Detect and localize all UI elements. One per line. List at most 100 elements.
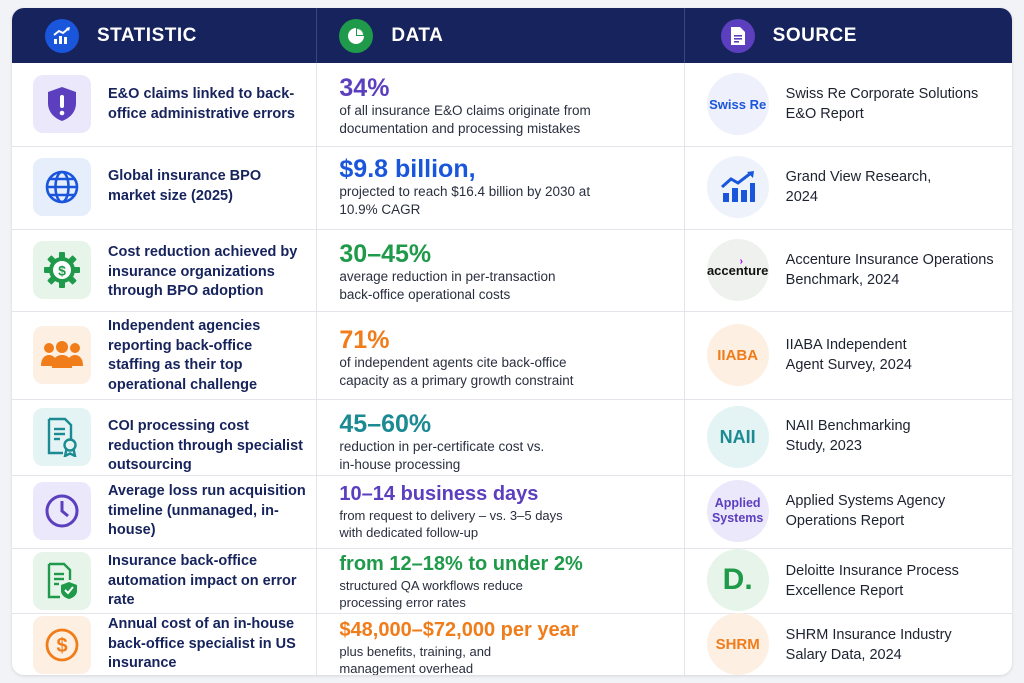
statistic-label: Independent agencies reporting back-offi… bbox=[108, 318, 261, 393]
header-source: SOURCE bbox=[685, 8, 1012, 63]
source-logo-accenture: accenture › bbox=[706, 239, 769, 301]
header-data-label: DATA bbox=[391, 24, 444, 46]
team-icon bbox=[33, 326, 91, 384]
certificate-icon bbox=[33, 408, 91, 466]
data-cell: $9.8 billion, projected to reach $16.4 b… bbox=[317, 146, 685, 229]
statistic-cell: Global insurance BPO market size (2025) bbox=[12, 146, 318, 229]
source-label: Applied Systems Agency Operations Report bbox=[785, 493, 946, 529]
statistic-cell: $ Cost reduction achieved by insurance o… bbox=[12, 229, 318, 311]
data-description: reduction in per-certificate cost vs. in… bbox=[339, 439, 545, 472]
clock-icon bbox=[33, 482, 91, 540]
statistic-cell: Insurance back-office automation impact … bbox=[12, 548, 318, 613]
data-cell: $48,000–$72,000 per year plus benefits, … bbox=[317, 613, 685, 675]
data-cell: from 12–18% to under 2% structured QA wo… bbox=[317, 548, 685, 613]
table-row: E&O claims linked to back-office adminis… bbox=[12, 63, 1012, 147]
table-row: $ Annual cost of an in-house back-office… bbox=[12, 613, 1012, 675]
source-label: Accenture Insurance Operations Benchmark… bbox=[785, 252, 994, 288]
data-value: 45–60% bbox=[339, 410, 432, 438]
svg-text:$: $ bbox=[58, 263, 66, 279]
data-cell: 45–60% reduction in per-certificate cost… bbox=[317, 399, 685, 475]
source-cell: SHRM SHRM Insurance Industry Salary Data… bbox=[685, 613, 1012, 675]
statistic-label: Cost reduction achieved by insurance org… bbox=[108, 244, 298, 299]
data-description: of all insurance E&O claims originate fr… bbox=[339, 103, 591, 136]
statistics-table: STATISTIC DATA SOURCE E&O claims linked … bbox=[12, 8, 1012, 675]
statistic-cell: Independent agencies reporting back-offi… bbox=[12, 311, 318, 399]
statistic-cell: COI processing cost reduction through sp… bbox=[12, 399, 318, 475]
data-value: 71% bbox=[339, 326, 390, 354]
statistic-label: Insurance back-office automation impact … bbox=[108, 553, 297, 608]
source-label: SHRM Insurance Industry Salary Data, 202… bbox=[785, 627, 952, 663]
document-check-icon bbox=[33, 552, 91, 610]
data-description: plus benefits, training, and management … bbox=[339, 644, 492, 675]
accenture-mark-icon: › bbox=[739, 256, 743, 267]
source-cell: Grand View Research, 2024 bbox=[685, 146, 1012, 229]
statistic-cell: $ Annual cost of an in-house back-office… bbox=[12, 613, 318, 675]
statistic-label: E&O claims linked to back-office adminis… bbox=[108, 86, 295, 122]
header-statistic: STATISTIC bbox=[12, 8, 318, 63]
source-logo-text: Applied Systems bbox=[711, 496, 764, 525]
growth-chart-icon bbox=[706, 156, 769, 218]
source-logo-text: NAII bbox=[719, 426, 756, 447]
source-cell: accenture › Accenture Insurance Operatio… bbox=[685, 229, 1012, 311]
data-description: from request to delivery – vs. 3–5 days … bbox=[339, 508, 563, 540]
data-value: 10–14 business days bbox=[339, 483, 539, 505]
table-row: COI processing cost reduction through sp… bbox=[12, 399, 1012, 476]
source-cell: Applied Systems Applied Systems Agency O… bbox=[685, 475, 1012, 548]
data-cell: 34% of all insurance E&O claims originat… bbox=[317, 63, 685, 146]
source-label: Swiss Re Corporate Solutions E&O Report bbox=[785, 86, 979, 122]
table-row: Global insurance BPO market size (2025) … bbox=[12, 146, 1012, 230]
table-header: STATISTIC DATA SOURCE bbox=[12, 8, 1012, 63]
data-cell: 71% of independent agents cite back-offi… bbox=[317, 311, 685, 399]
svg-text:$: $ bbox=[56, 635, 67, 657]
trend-chart-icon bbox=[45, 18, 79, 53]
pie-chart-icon bbox=[339, 18, 374, 53]
source-logo-iiaba: IIABA bbox=[706, 324, 769, 386]
statistic-label: COI processing cost reduction through sp… bbox=[108, 418, 303, 473]
table-row: Independent agencies reporting back-offi… bbox=[12, 311, 1012, 400]
data-value: $48,000–$72,000 per year bbox=[339, 619, 579, 641]
statistic-label: Annual cost of an in-house back-office s… bbox=[108, 616, 296, 671]
source-label: Deloitte Insurance Process Excellence Re… bbox=[785, 563, 959, 599]
source-cell: NAII NAII Benchmarking Study, 2023 bbox=[685, 399, 1012, 475]
table-row: $ Cost reduction achieved by insurance o… bbox=[12, 229, 1012, 312]
header-statistic-label: STATISTIC bbox=[97, 24, 197, 46]
statistic-cell: E&O claims linked to back-office adminis… bbox=[12, 63, 318, 146]
source-label: IIABA Independent Agent Survey, 2024 bbox=[785, 337, 912, 373]
source-cell: Swiss Re Swiss Re Corporate Solutions E&… bbox=[685, 63, 1012, 146]
source-label: NAII Benchmarking Study, 2023 bbox=[785, 418, 911, 454]
source-logo-naii: NAII bbox=[706, 406, 769, 468]
shield-alert-icon bbox=[33, 75, 91, 133]
source-logo-deloitte: D. bbox=[706, 549, 769, 611]
source-logo-applied-systems: Applied Systems bbox=[706, 480, 769, 542]
data-value: 34% bbox=[339, 74, 390, 102]
source-logo-shrm: SHRM bbox=[706, 613, 769, 675]
source-logo-text: D. bbox=[722, 563, 753, 596]
document-icon bbox=[720, 18, 755, 53]
source-cell: D. Deloitte Insurance Process Excellence… bbox=[685, 548, 1012, 613]
source-logo-text: accenture bbox=[706, 262, 769, 278]
data-value: from 12–18% to under 2% bbox=[339, 553, 583, 575]
data-description: average reduction in per-transaction bac… bbox=[339, 269, 556, 302]
source-logo-text: IIABA bbox=[717, 346, 759, 364]
source-logo-text: Swiss Re bbox=[709, 96, 767, 112]
header-data: DATA bbox=[317, 8, 685, 63]
data-cell: 30–45% average reduction in per-transact… bbox=[317, 229, 685, 311]
table-row: Average loss run acquisition timeline (u… bbox=[12, 475, 1012, 549]
table-row: Insurance back-office automation impact … bbox=[12, 548, 1012, 614]
data-description: structured QA workflows reduce processin… bbox=[339, 578, 523, 610]
data-cell: 10–14 business days from request to deli… bbox=[317, 475, 685, 548]
source-label: Grand View Research, 2024 bbox=[785, 169, 932, 205]
gear-dollar-icon: $ bbox=[33, 241, 91, 299]
data-value: 30–45% bbox=[339, 240, 432, 268]
globe-icon bbox=[33, 158, 91, 216]
source-logo-text: SHRM bbox=[715, 635, 760, 653]
dollar-coin-icon: $ bbox=[33, 616, 91, 674]
source-cell: IIABA IIABA Independent Agent Survey, 20… bbox=[685, 311, 1012, 399]
data-description: of independent agents cite back-office c… bbox=[339, 355, 574, 388]
statistic-label: Average loss run acquisition timeline (u… bbox=[108, 483, 306, 538]
statistic-label: Global insurance BPO market size (2025) bbox=[108, 168, 262, 204]
statistic-cell: Average loss run acquisition timeline (u… bbox=[12, 475, 318, 548]
header-source-label: SOURCE bbox=[772, 24, 857, 46]
data-value: $9.8 billion, bbox=[339, 155, 476, 183]
data-description: projected to reach $16.4 billion by 2030… bbox=[339, 184, 591, 217]
